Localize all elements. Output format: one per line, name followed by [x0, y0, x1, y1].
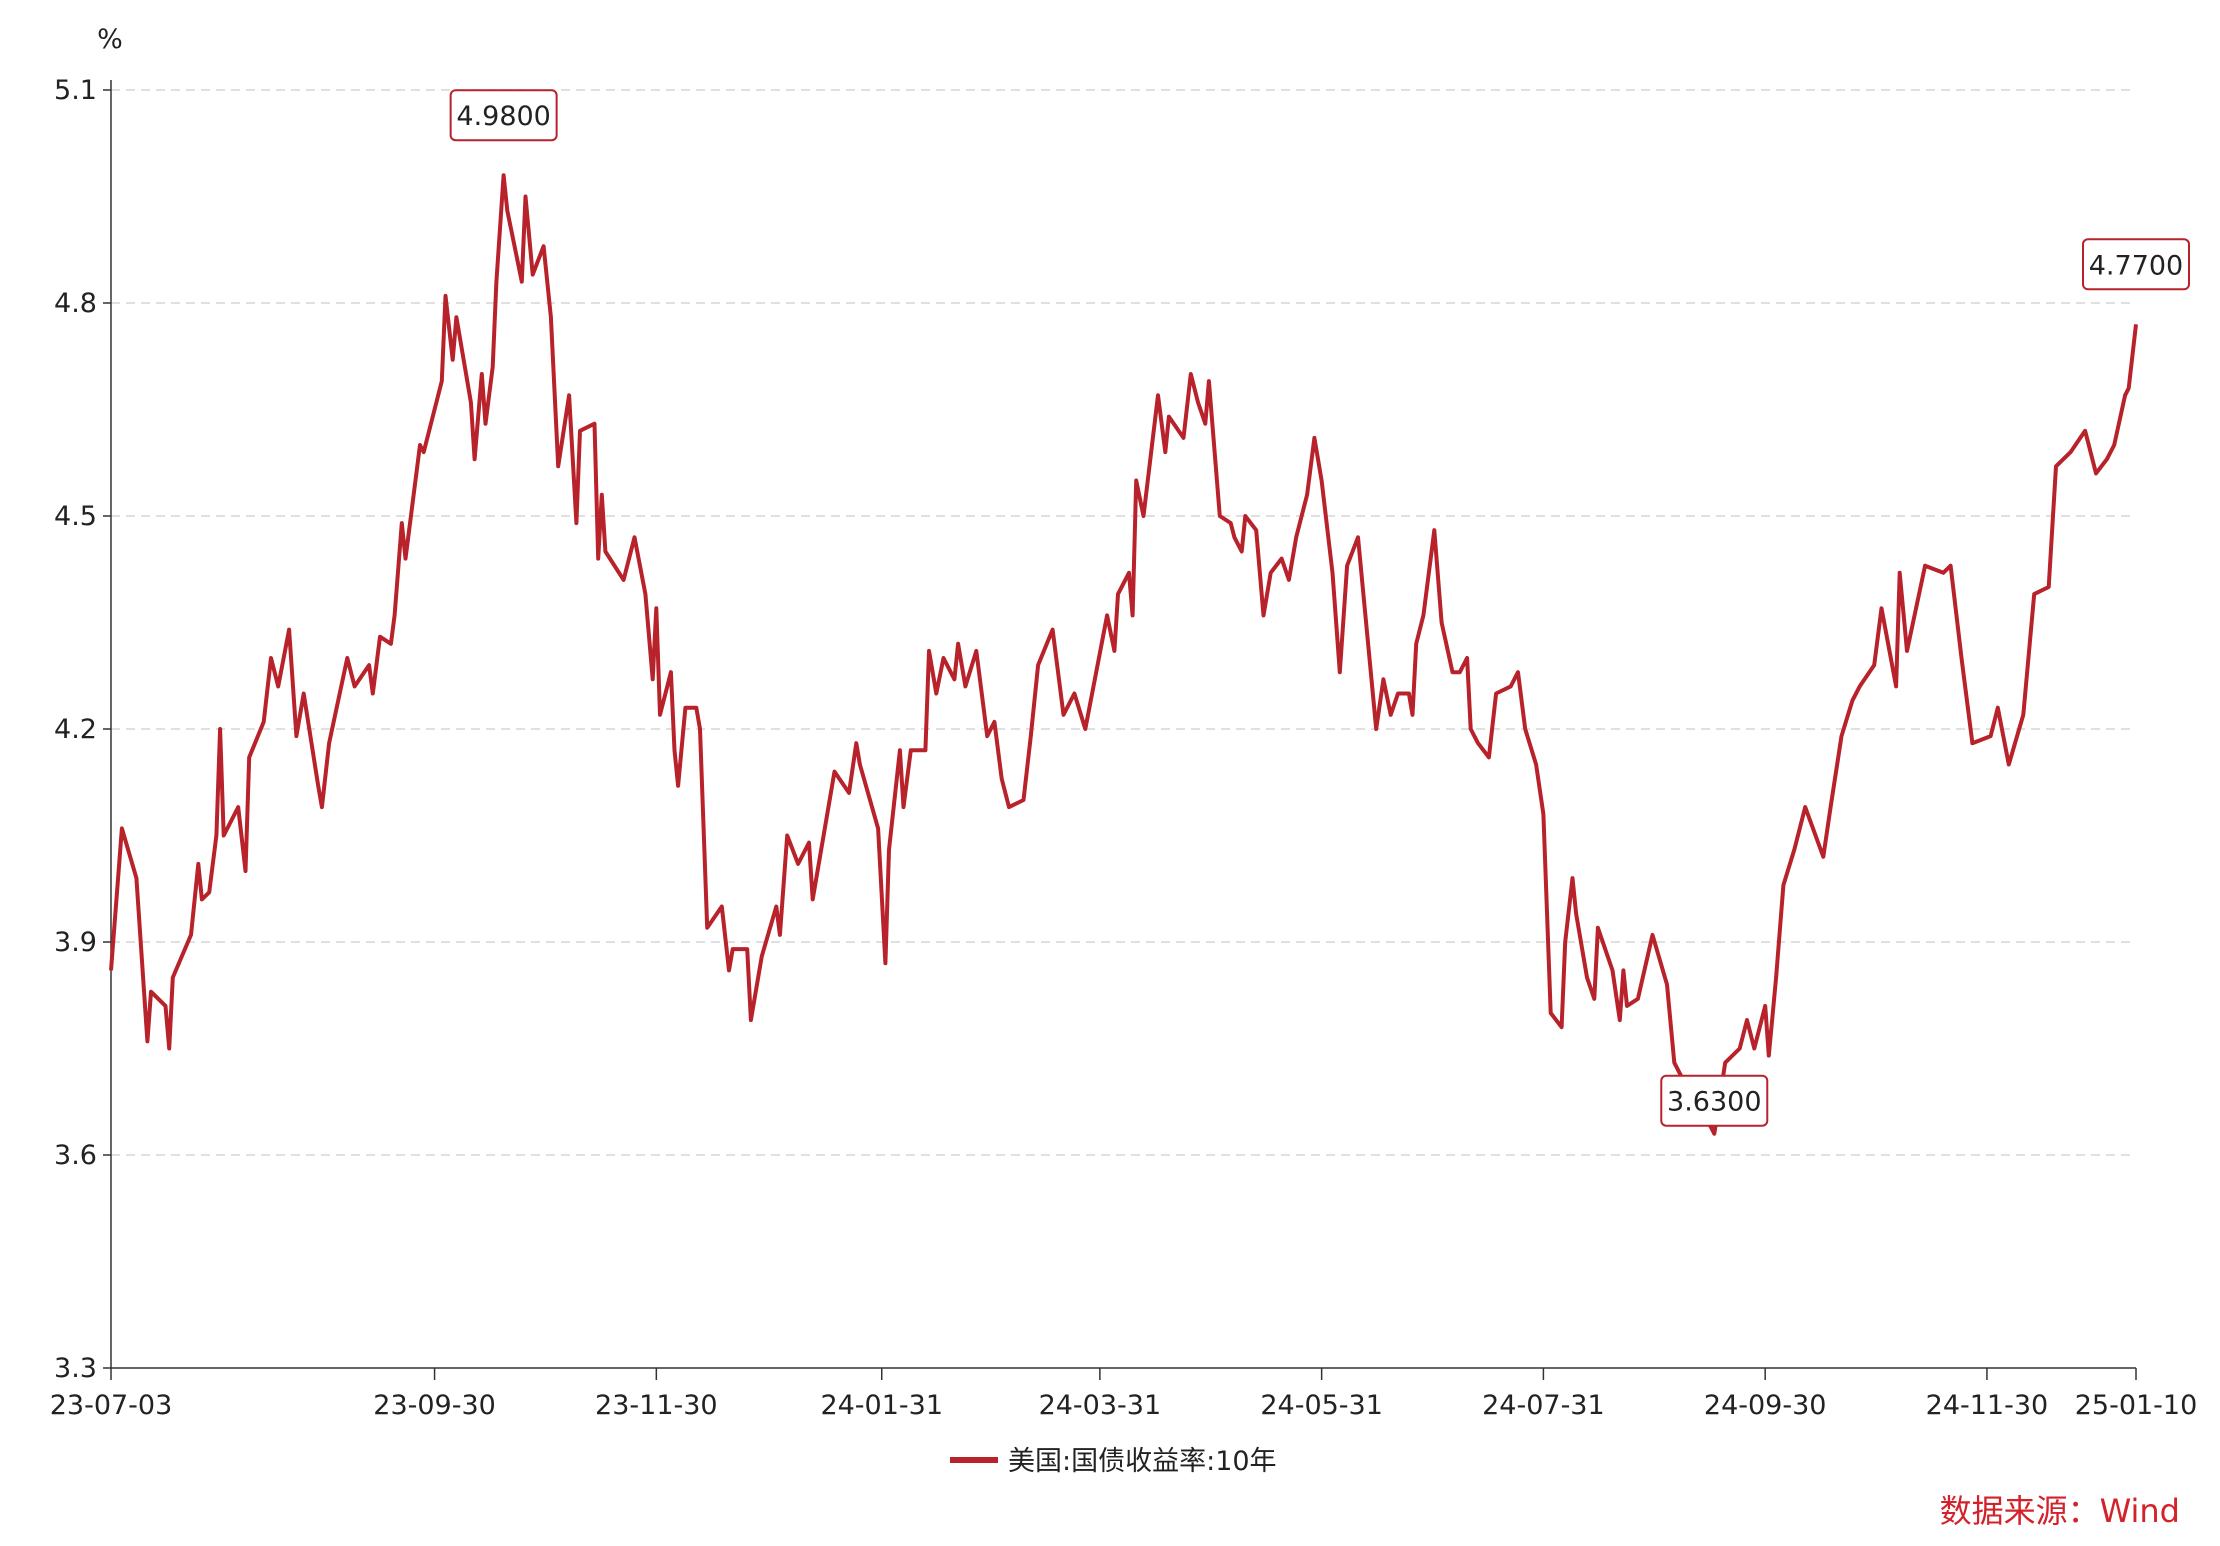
y-tick-label: 4.5	[54, 501, 97, 532]
x-tick-label: 24-09-30	[1704, 1390, 1827, 1421]
y-tick-label: 3.3	[54, 1353, 97, 1384]
series-line	[109, 173, 2138, 1136]
y-unit: %	[97, 24, 123, 55]
x-tick-label: 24-03-31	[1039, 1390, 1162, 1421]
x-tick-label: 24-07-31	[1482, 1390, 1605, 1421]
y-tick-label: 5.1	[54, 75, 97, 106]
y-tick-label: 3.6	[54, 1140, 97, 1171]
legend-label: 美国:国债收益率:10年	[1008, 1446, 1277, 1477]
y-tick-label: 4.8	[54, 288, 97, 319]
x-tick-label: 24-11-30	[1926, 1390, 2049, 1421]
x-tick-label: 23-07-03	[50, 1390, 173, 1421]
y-tick-label: 4.2	[54, 714, 97, 745]
annotation-label: 4.9800	[456, 101, 550, 132]
x-tick-label: 23-09-30	[373, 1390, 496, 1421]
x-tick-label: 25-01-10	[2075, 1390, 2198, 1421]
annotation: 4.9800	[449, 89, 558, 142]
annotation-label: 4.7700	[2089, 250, 2183, 281]
annotation-box	[2082, 238, 2190, 291]
x-tick-label: 23-11-30	[595, 1390, 718, 1421]
annotation-label: 3.6300	[1667, 1087, 1761, 1118]
annotation: 4.7700	[2082, 238, 2190, 291]
source-note: 数据来源：Wind	[1940, 1492, 2180, 1530]
y-tick-label: 3.9	[54, 927, 97, 958]
x-tick-label: 24-01-31	[820, 1390, 943, 1421]
annotation: 3.6300	[1660, 1074, 1769, 1127]
annotation-box	[449, 89, 558, 142]
annotation-box	[1660, 1074, 1769, 1127]
x-tick-label: 24-05-31	[1260, 1390, 1383, 1421]
